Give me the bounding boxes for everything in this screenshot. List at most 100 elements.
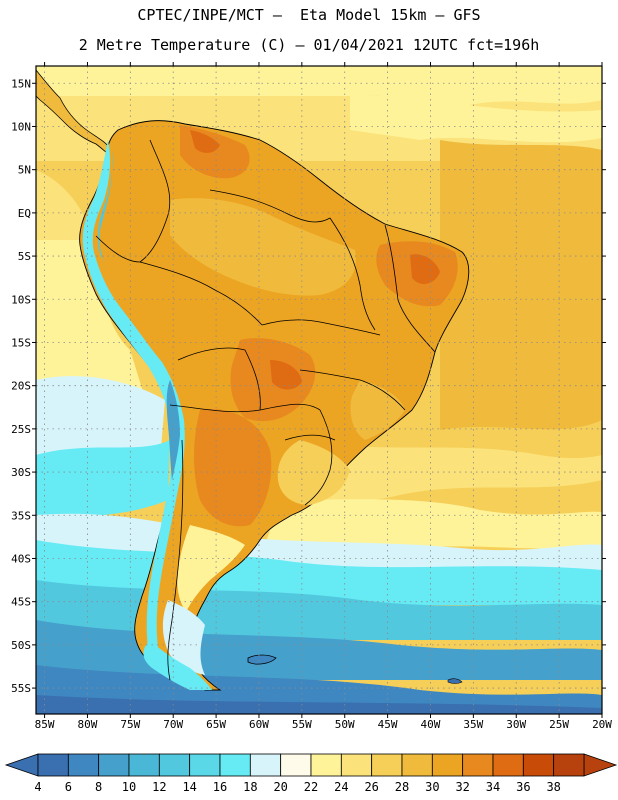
colorbar-label: 28 [395, 780, 409, 794]
colorbar-label: 16 [213, 780, 227, 794]
lat-label: 30S [11, 466, 31, 479]
cool-region-tierra-del-fuego [143, 640, 212, 690]
colorbar-label: 22 [304, 780, 318, 794]
ocean-band-atlantic-warm [440, 140, 602, 430]
border-brazil-states-1 [261, 319, 381, 336]
colorbar-swatch [280, 753, 312, 777]
south-georgia-island [447, 678, 463, 684]
ocean-band-north-light [36, 66, 602, 107]
colorbar-swatch [340, 753, 373, 777]
colorbar-swatch [371, 753, 403, 777]
colorbar-label: 12 [152, 780, 166, 794]
border-argentina-paraguay [169, 403, 321, 413]
lat-label: 5S [18, 250, 31, 263]
colorbar-label: 30 [425, 780, 439, 794]
lon-label: 65W [206, 718, 226, 731]
border-venezuela-brazil [209, 189, 331, 223]
colorbar-label: 36 [516, 780, 530, 794]
colorbar-label: 32 [455, 780, 469, 794]
colorbar: 4 6 8 10 12 14 16 18 20 22 24 26 28 30 32 34 36 38 [4, 753, 618, 794]
mild-region-southeast-coast [350, 380, 405, 440]
colorbar-label: 4 [34, 780, 41, 794]
colorbar-swatch [401, 753, 433, 777]
lon-label: 50W [335, 718, 355, 731]
ocean-band-pacific-cool [36, 440, 170, 520]
lat-label: 55S [11, 682, 31, 695]
country-borders [95, 139, 436, 681]
colorbar-swatch [522, 753, 555, 777]
mild-region-amazon [170, 198, 356, 296]
ocean-band-atlantic-light [350, 95, 602, 143]
map-area [36, 66, 602, 714]
colorbar-swatch [98, 753, 130, 777]
lat-label: 10S [11, 293, 31, 306]
ocean-band-s-coldest [36, 695, 602, 714]
colorbar-high-arrow [583, 753, 618, 777]
hot-region-venezuela [190, 130, 220, 153]
border-colombia [139, 139, 171, 263]
lat-label: 10N [11, 120, 31, 133]
lon-label: 30W [506, 718, 526, 731]
border-brazil-states-3 [384, 224, 436, 353]
graticule [36, 66, 603, 714]
colorbar-swatch [249, 753, 282, 777]
colorbar-label: 18 [243, 780, 257, 794]
lat-label: 50S [11, 639, 31, 652]
lat-label: 15N [11, 77, 31, 90]
lon-label: 20W [592, 718, 612, 731]
cool-region-patagonia [162, 600, 205, 675]
falkland-islands [247, 654, 277, 665]
colorbar-swatch [462, 753, 494, 777]
lon-label: 70W [163, 718, 183, 731]
colorbar-low-arrow [4, 753, 39, 777]
colorbar-label: 34 [486, 780, 500, 794]
border-brazil-states-2 [329, 217, 376, 331]
lon-label: 45W [378, 718, 398, 731]
colorbar-label: 14 [182, 780, 196, 794]
lat-label: 15S [11, 336, 31, 349]
colorbar-label: 26 [364, 780, 378, 794]
border-brazil-states-4 [299, 369, 406, 411]
lat-label: 20S [11, 380, 31, 393]
mild-region-northern-patagonia [177, 525, 245, 612]
chart-subtitle: 2 Metre Temperature (C) – 01/04/2021 12U… [78, 36, 540, 54]
lat-label: 45S [11, 596, 31, 609]
colorbar-label: 38 [546, 780, 560, 794]
lon-label: 25W [549, 718, 569, 731]
warm-region-gran-chaco [194, 409, 272, 527]
colorbar-swatch [219, 753, 251, 777]
colorbar-swatch [310, 753, 342, 777]
border-ecuador-peru [95, 235, 141, 263]
lat-label: 25S [11, 423, 31, 436]
lon-label: 60W [249, 718, 269, 731]
colorbar-label: 6 [65, 780, 72, 794]
map-frame [35, 65, 603, 715]
latitude-axis: 15N 10N 5N EQ 5S 10S 15S 20S 25S 30S 35S 40S 45S 50S 5… [11, 77, 606, 695]
lon-label: 85W [35, 718, 55, 731]
colorbar-swatch [37, 753, 69, 777]
border-brazil-uruguay [304, 409, 333, 506]
colorbar-label: 8 [95, 780, 102, 794]
lon-label: 80W [78, 718, 98, 731]
longitude-axis: 85W 80W 75W 70W 65W 60W 55W 50W 45W 40W 35W 30W 25W 2… [35, 62, 612, 731]
colorbar-swatch [431, 753, 464, 777]
lat-label: EQ [18, 207, 31, 220]
border-chile-argentina [167, 439, 184, 681]
colorbar-swatch [67, 753, 100, 777]
ocean-band-s-atlantic-1 [280, 440, 602, 505]
hot-region-pantanal [270, 360, 302, 390]
lon-label: 75W [120, 718, 140, 731]
lon-label: 40W [421, 718, 441, 731]
colorbar-swatch [158, 753, 191, 777]
lon-label: 35W [463, 718, 483, 731]
lon-label: 55W [292, 718, 312, 731]
hot-region-northeast-brazil [410, 254, 440, 284]
ocean-band-pacific-north [36, 170, 95, 240]
chart-title: CPTEC/INPE/MCT – Eta Model 15km – GFS [137, 6, 481, 24]
lat-label: 5N [18, 164, 31, 177]
lat-label: 40S [11, 552, 31, 565]
colorbar-label: 24 [334, 780, 348, 794]
lat-label: 35S [11, 509, 31, 522]
colorbar-swatch [189, 753, 221, 777]
